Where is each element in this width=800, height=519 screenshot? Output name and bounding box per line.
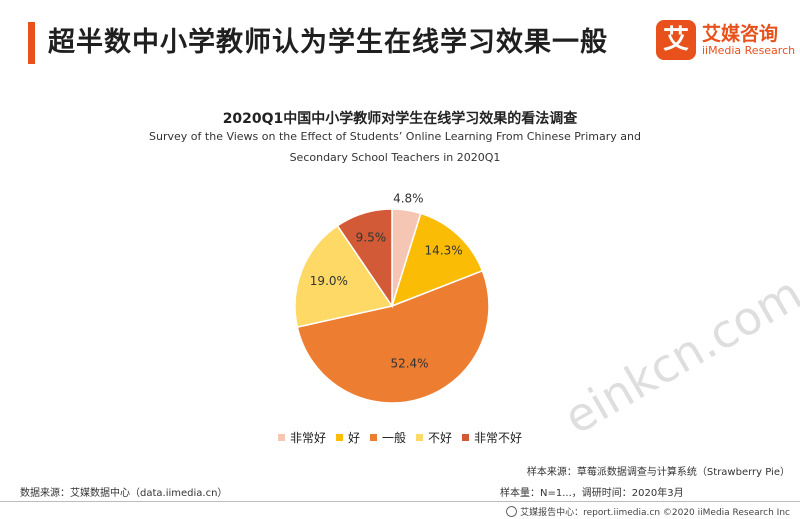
data-source: 数据来源：艾媒数据中心（data.iimedia.cn）	[20, 488, 228, 499]
title-accent-bar	[28, 22, 35, 64]
legend-swatch-3	[369, 434, 377, 441]
pie-slice-label-4: 19.0%	[310, 274, 348, 288]
legend-swatch-5	[462, 434, 470, 441]
footer: 艾媒报告中心：report.iimedia.cn ©2020 iiMedia R…	[506, 505, 790, 518]
sample-size: 样本量：N=1...，调研时间：2020年3月	[500, 488, 684, 499]
pie-slice-label-3: 52.4%	[390, 357, 428, 371]
chart-subtitle-line2: Secondary School Teachers in 2020Q1	[289, 151, 501, 164]
report-center-icon	[506, 506, 518, 517]
legend-swatch-4	[416, 434, 423, 441]
legend-label-1: 非常好	[289, 431, 326, 445]
legend-item-2: 好	[335, 429, 360, 446]
sample-source: 样本来源：草莓派数据调查与计算系统（Strawberry Pie）	[526, 467, 790, 478]
chart-legend: 非常好 好 一般 不好 非常不好	[0, 429, 800, 446]
legend-item-3: 一般	[369, 429, 406, 446]
pie-slice-label-5: 9.5%	[356, 230, 387, 244]
pie-slice-label-2: 14.3%	[425, 244, 463, 258]
legend-label-3: 一般	[381, 431, 406, 445]
pie-slice-5	[336, 208, 393, 309]
pie-slice-label-1: 4.8%	[393, 192, 424, 206]
footer-text: 艾媒报告中心：report.iimedia.cn ©2020 iiMedia R…	[520, 508, 790, 518]
legend-label-5: 非常不好	[474, 431, 523, 445]
brand-logo: 艾 艾媒咨询 iiMedia Research	[656, 18, 796, 66]
legend-swatch-1	[277, 434, 285, 441]
legend-label-2: 好	[347, 431, 360, 445]
page-title: 超半数中小学教师认为学生在线学习效果一般	[48, 27, 608, 58]
legend-label-4: 不好	[428, 431, 453, 445]
legend-swatch-2	[335, 434, 343, 441]
footer-divider	[0, 501, 800, 502]
brand-mark-icon: 艾	[656, 20, 696, 60]
legend-item-1: 非常好	[277, 429, 326, 446]
chart-subtitle-line1: Survey of the Views on the Effect of Stu…	[149, 130, 641, 143]
brand-name-cn: 艾媒咨询	[702, 23, 779, 45]
legend-item-4: 不好	[416, 429, 452, 446]
legend-item-5: 非常不好	[462, 429, 522, 446]
pie-slice-4	[294, 224, 394, 329]
pie-slice-2	[390, 212, 484, 308]
brand-name-en: iiMedia Research	[702, 44, 796, 57]
chart-title: 2020Q1中国中小学教师对学生在线学习效果的看法调查	[222, 111, 578, 127]
pie-slice-3	[296, 269, 490, 404]
